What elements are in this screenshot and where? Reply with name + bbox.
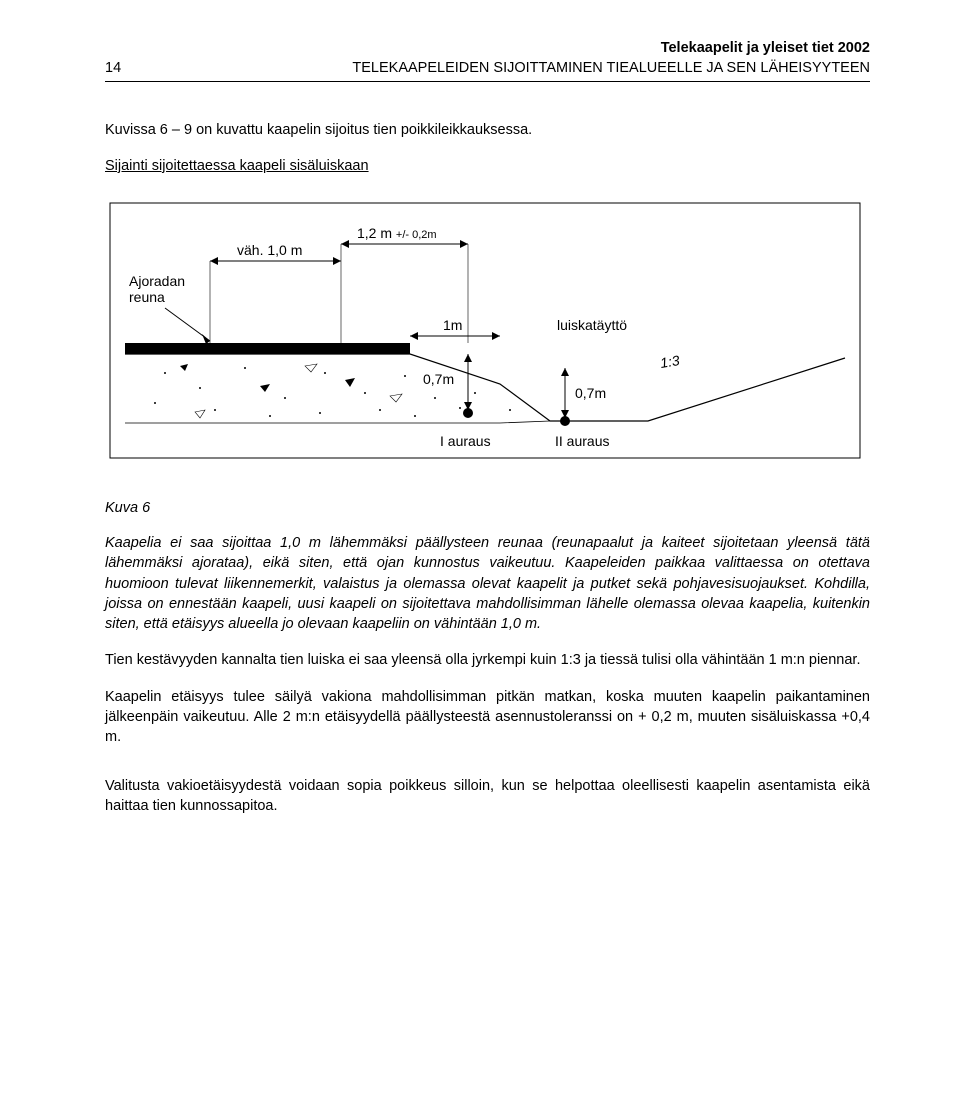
figure-caption-number: Kuva 6 <box>105 498 870 518</box>
paragraph-2: Tien kestävyyden kannalta tien luiska ei… <box>105 650 870 670</box>
svg-text:1m: 1m <box>443 317 462 333</box>
page-number: 14 <box>105 58 121 78</box>
svg-text:väh. 1,0 m: väh. 1,0 m <box>237 242 302 258</box>
paragraph-3: Kaapelin etäisyys tulee säilyä vakiona m… <box>105 687 870 748</box>
svg-text:luiskatäyttö: luiskatäyttö <box>557 317 627 333</box>
svg-text:II auraus: II auraus <box>555 433 609 449</box>
svg-text:0,7m: 0,7m <box>423 371 454 387</box>
svg-text:Ajoradan: Ajoradan <box>129 273 185 289</box>
intro-paragraph: Kuvissa 6 – 9 on kuvattu kaapelin sijoit… <box>105 120 870 140</box>
svg-text:1,2 m +/- 0,2m: 1,2 m +/- 0,2m <box>357 225 437 241</box>
svg-text:I auraus: I auraus <box>440 433 491 449</box>
header-title: Telekaapelit ja yleiset tiet 2002 <box>352 38 870 58</box>
svg-text:1:3: 1:3 <box>659 352 681 371</box>
svg-text:0,7m: 0,7m <box>575 385 606 401</box>
paragraph-4: Valitusta vakioetäisyydestä voidaan sopi… <box>105 776 870 817</box>
header-subtitle: TELEKAAPELEIDEN SIJOITTAMINEN TIEALUEELL… <box>352 58 870 78</box>
section-heading: Sijainti sijoitettaessa kaapeli sisäluis… <box>105 156 870 176</box>
svg-text:reuna: reuna <box>129 289 165 305</box>
figure-caption-text: Kaapelia ei saa sijoittaa 1,0 m lähemmäk… <box>105 533 870 634</box>
figure-6-diagram: Ajoradan reuna väh. 1,0 m 1,2 m +/- 0,2m <box>105 198 865 478</box>
